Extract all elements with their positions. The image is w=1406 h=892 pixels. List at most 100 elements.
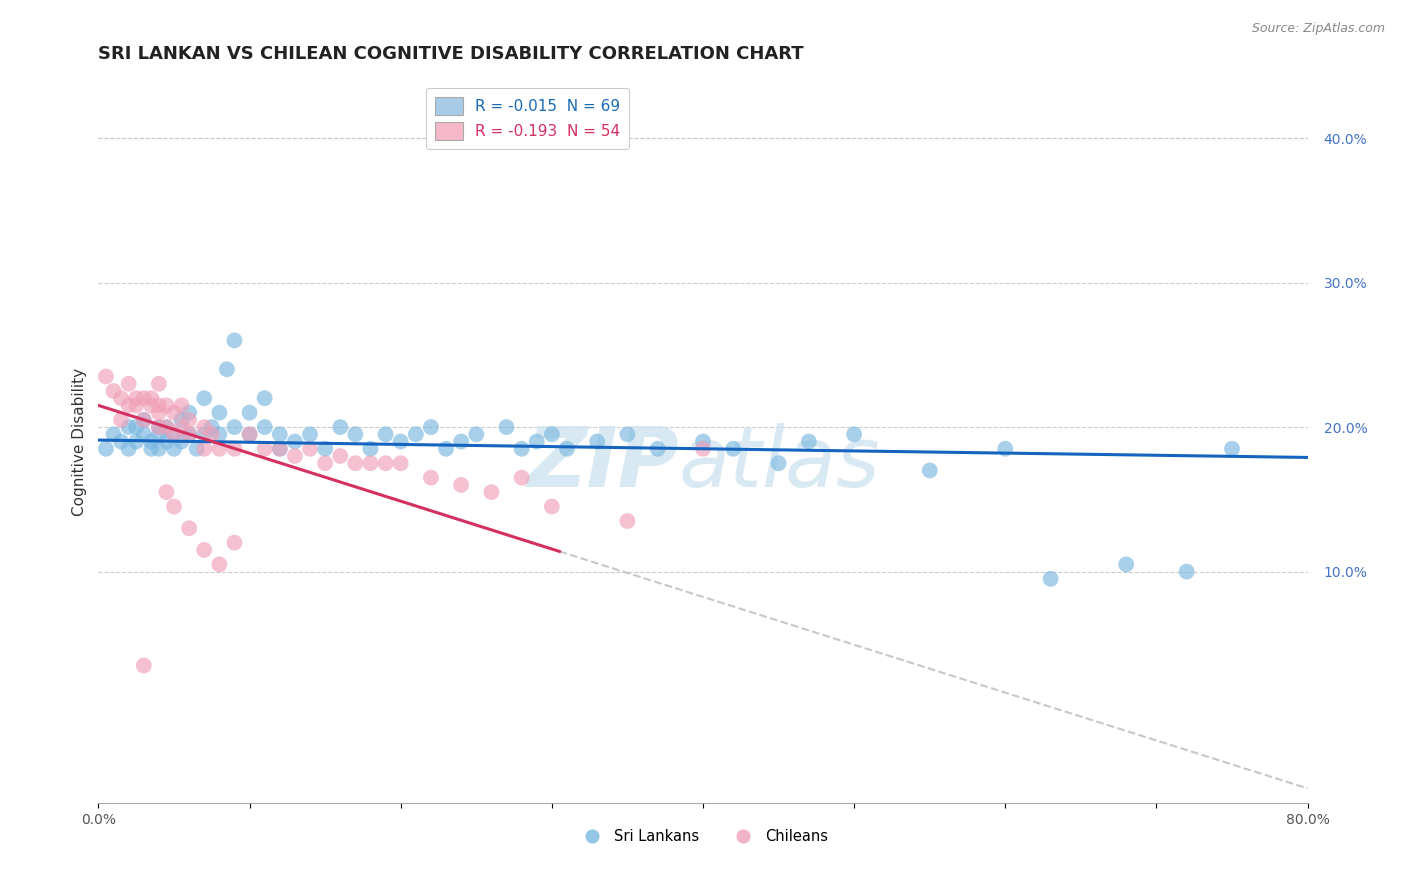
- Point: [239, 406, 262, 420]
- Point: [110, 413, 132, 427]
- Point: [193, 391, 215, 405]
- Point: [163, 406, 186, 420]
- Point: [465, 427, 488, 442]
- Point: [329, 449, 352, 463]
- Point: [692, 442, 714, 456]
- Point: [389, 434, 412, 449]
- Point: [510, 470, 533, 484]
- Point: [170, 420, 193, 434]
- Point: [163, 442, 186, 456]
- Point: [141, 442, 163, 456]
- Point: [1175, 565, 1198, 579]
- Point: [103, 427, 125, 442]
- Point: [155, 420, 177, 434]
- Point: [918, 463, 941, 477]
- Point: [179, 413, 201, 427]
- Point: [269, 442, 291, 456]
- Point: [510, 442, 533, 456]
- Point: [314, 442, 336, 456]
- Text: atlas: atlas: [679, 423, 880, 504]
- Point: [224, 334, 246, 348]
- Point: [450, 434, 472, 449]
- Point: [586, 434, 609, 449]
- Point: [155, 485, 177, 500]
- Point: [170, 434, 193, 449]
- Point: [253, 391, 276, 405]
- Point: [141, 398, 163, 412]
- Point: [118, 398, 141, 412]
- Point: [148, 420, 170, 434]
- Point: [540, 427, 562, 442]
- Point: [299, 442, 322, 456]
- Point: [360, 442, 382, 456]
- Point: [110, 391, 132, 405]
- Point: [526, 434, 548, 449]
- Point: [110, 434, 132, 449]
- Point: [132, 427, 155, 442]
- Point: [540, 500, 562, 514]
- Point: [118, 442, 141, 456]
- Point: [125, 434, 148, 449]
- Point: [155, 398, 177, 412]
- Point: [768, 456, 790, 470]
- Point: [208, 558, 231, 572]
- Point: [269, 442, 291, 456]
- Point: [1220, 442, 1243, 456]
- Point: [193, 420, 215, 434]
- Point: [344, 456, 367, 470]
- Point: [170, 413, 193, 427]
- Point: [179, 521, 201, 535]
- Point: [616, 427, 638, 442]
- Point: [844, 427, 866, 442]
- Point: [723, 442, 745, 456]
- Point: [148, 427, 170, 442]
- Point: [797, 434, 820, 449]
- Legend: Sri Lankans, Chileans: Sri Lankans, Chileans: [572, 823, 834, 850]
- Point: [155, 420, 177, 434]
- Point: [141, 434, 163, 449]
- Text: ZIP: ZIP: [526, 423, 679, 504]
- Point: [125, 398, 148, 412]
- Point: [1115, 558, 1137, 572]
- Point: [201, 427, 224, 442]
- Point: [647, 442, 669, 456]
- Point: [148, 376, 170, 391]
- Point: [193, 427, 215, 442]
- Point: [374, 427, 396, 442]
- Point: [284, 434, 307, 449]
- Point: [179, 406, 201, 420]
- Point: [163, 500, 186, 514]
- Text: Source: ZipAtlas.com: Source: ZipAtlas.com: [1251, 22, 1385, 36]
- Point: [179, 427, 201, 442]
- Point: [692, 434, 714, 449]
- Point: [994, 442, 1017, 456]
- Text: SRI LANKAN VS CHILEAN COGNITIVE DISABILITY CORRELATION CHART: SRI LANKAN VS CHILEAN COGNITIVE DISABILI…: [98, 45, 804, 63]
- Point: [163, 427, 186, 442]
- Point: [420, 470, 443, 484]
- Point: [155, 434, 177, 449]
- Point: [94, 369, 117, 384]
- Point: [132, 413, 155, 427]
- Point: [186, 442, 208, 456]
- Point: [481, 485, 503, 500]
- Point: [148, 442, 170, 456]
- Point: [179, 427, 201, 442]
- Point: [215, 362, 238, 376]
- Point: [148, 406, 170, 420]
- Point: [94, 442, 117, 456]
- Y-axis label: Cognitive Disability: Cognitive Disability: [72, 368, 87, 516]
- Point: [224, 442, 246, 456]
- Point: [1039, 572, 1062, 586]
- Point: [269, 427, 291, 442]
- Point: [118, 420, 141, 434]
- Point: [374, 456, 396, 470]
- Point: [208, 406, 231, 420]
- Point: [170, 398, 193, 412]
- Point: [344, 427, 367, 442]
- Point: [450, 478, 472, 492]
- Point: [405, 427, 427, 442]
- Point: [253, 420, 276, 434]
- Point: [434, 442, 457, 456]
- Point: [329, 420, 352, 434]
- Point: [163, 427, 186, 442]
